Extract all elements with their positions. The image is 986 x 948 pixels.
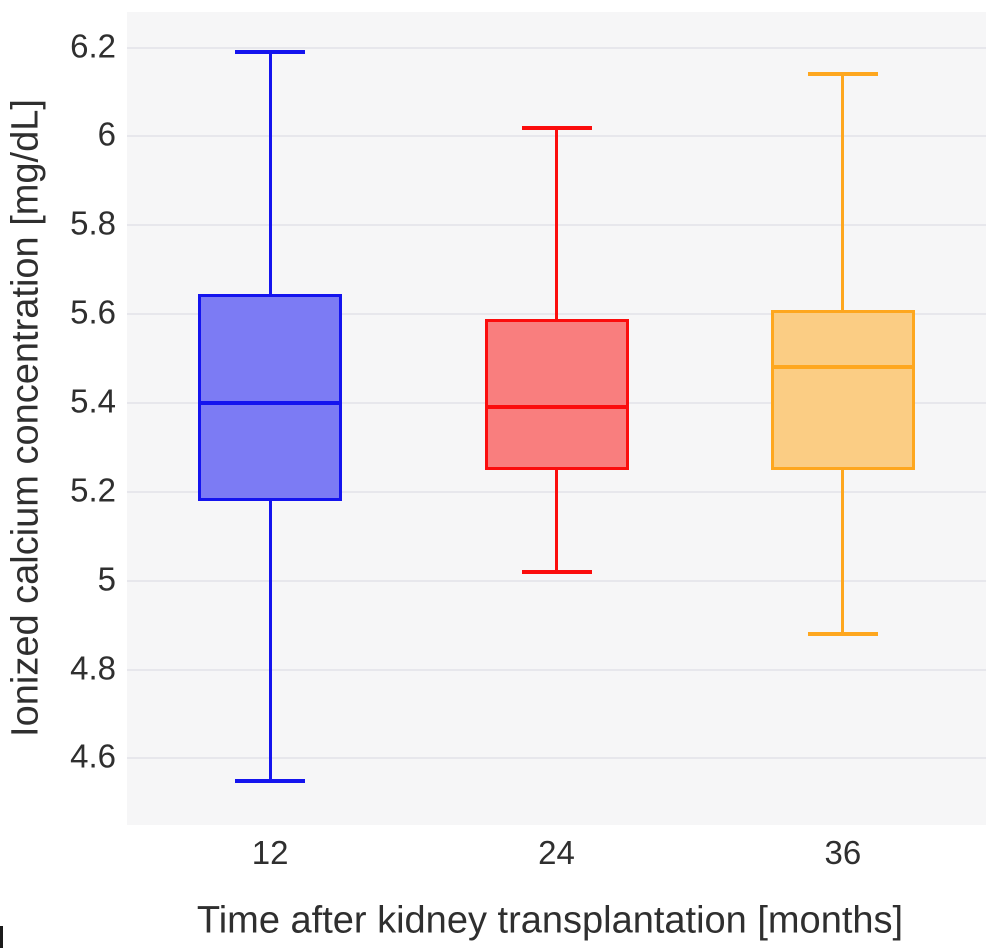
box-24-median [484,405,629,410]
x-tick-label: 12 [251,834,289,871]
y-tick-label: 5 [97,560,116,598]
gridline-5 [127,579,986,582]
box-12-min-cap [235,778,306,783]
box-36-upper-whisker [841,74,845,310]
box-24-min-cap [521,569,592,574]
y-tick-label: 5.6 [70,293,116,331]
box-12-upper-whisker [268,51,272,295]
box-12-max-cap [235,49,306,54]
box-12-median [198,400,343,405]
box-36-max-cap [807,72,878,77]
box-12 [198,294,343,501]
gridline-6.2 [127,46,986,49]
x-axis-title: Time after kidney transplantation [month… [196,899,904,942]
x-tick-label: 36 [824,834,862,871]
y-tick-label: 4.8 [70,648,116,686]
box-36 [770,309,915,470]
gridline-4.8 [127,668,986,671]
x-tick-label: 24 [538,834,575,871]
gridline-4.6 [127,757,986,760]
screen-edge-artifact [0,926,3,948]
y-tick-label: 6.2 [70,27,116,65]
box-36-min-cap [807,631,878,636]
y-tick-label: 4.6 [70,737,116,775]
box-24-upper-whisker [555,127,558,319]
box-36-lower-whisker [841,469,845,634]
y-tick-label: 6 [97,115,116,153]
box-24 [484,318,629,470]
y-tick-label: 5.2 [70,471,116,509]
box-36-median [770,365,915,370]
box-24-lower-whisker [555,469,558,572]
y-tick-label: 5.4 [70,382,116,420]
y-tick-label: 5.8 [70,204,116,242]
box-24-max-cap [521,125,592,130]
plot-area [127,12,986,825]
box-12-lower-whisker [268,500,272,781]
